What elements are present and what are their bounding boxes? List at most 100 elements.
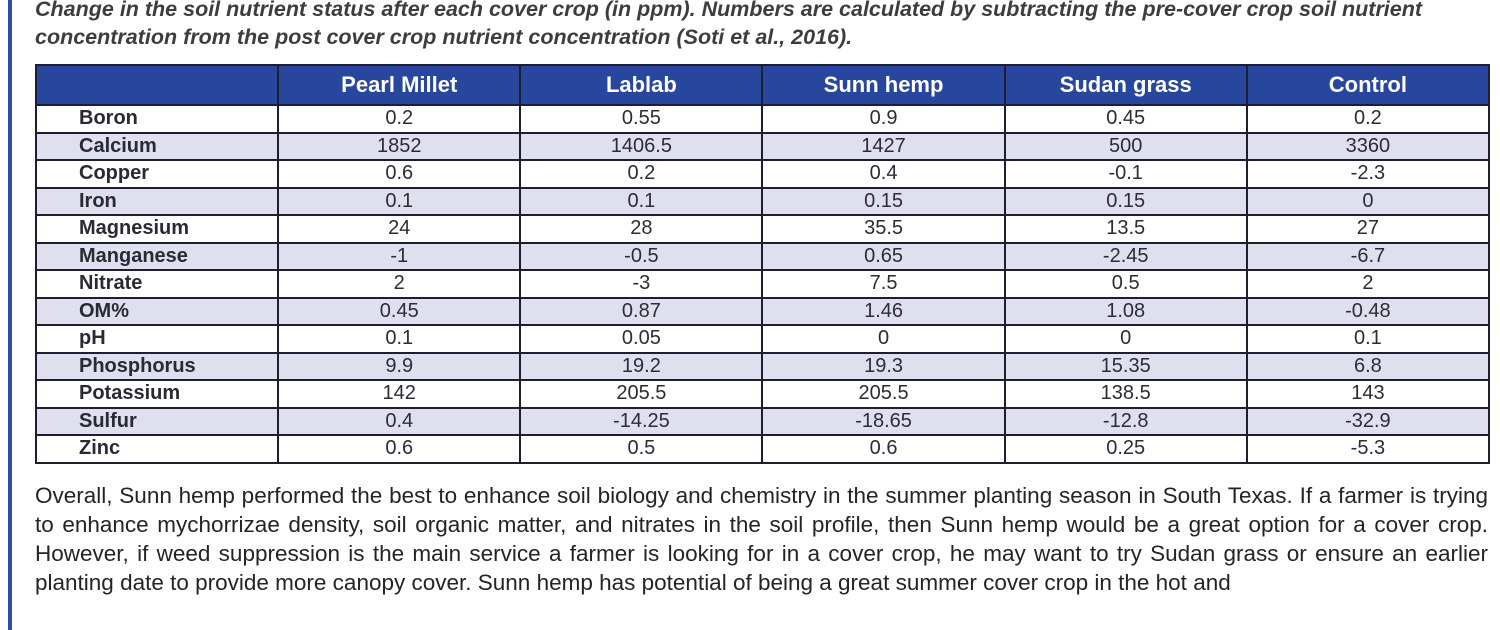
- cell-value: -5.3: [1245, 434, 1491, 464]
- cell-value: -18.65: [761, 406, 1006, 436]
- cell-value: 0: [1245, 186, 1491, 216]
- cell-value: 0.6: [277, 434, 522, 464]
- table-row: Calcium 1852 1406.5 1427 500 3360: [34, 131, 1491, 161]
- cell-value: 19.2: [519, 351, 764, 381]
- cell-value: -2.3: [1245, 159, 1491, 189]
- cell-value: 0.6: [761, 434, 1006, 464]
- cell-value: 19.3: [761, 351, 1006, 381]
- cell-value: -6.7: [1245, 241, 1491, 271]
- cell-value: 3360: [1245, 131, 1491, 161]
- cell-value: 205.5: [519, 379, 764, 409]
- table-row: Iron 0.1 0.1 0.15 0.15 0: [34, 186, 1491, 216]
- cell-value: 0.87: [519, 296, 764, 326]
- cell-value: 0.05: [519, 324, 764, 354]
- cell-value: 1406.5: [519, 131, 764, 161]
- header-row: Pearl Millet Lablab Sunn hemp Sudan grass Co…: [34, 64, 1491, 106]
- row-label: Phosphorus: [34, 351, 280, 381]
- row-label: Calcium: [34, 131, 280, 161]
- cell-value: -0.5: [519, 241, 764, 271]
- cell-value: 0.1: [519, 186, 764, 216]
- row-label: Sulfur: [34, 406, 280, 436]
- content-area: Change in the soil nutrient status after…: [34, 0, 1491, 597]
- cell-value: 0.2: [519, 159, 764, 189]
- row-label: Manganese: [34, 241, 280, 271]
- table-row: Manganese -1 -0.5 0.65 -2.45 -6.7: [34, 241, 1491, 271]
- cell-value: 0.55: [519, 104, 764, 134]
- cell-value: 0.45: [277, 296, 522, 326]
- cell-value: 0.2: [1245, 104, 1491, 134]
- cell-value: 1.08: [1003, 296, 1248, 326]
- table-row: Zinc 0.6 0.5 0.6 0.25 -5.3: [34, 434, 1491, 464]
- cell-value: 0.65: [761, 241, 1006, 271]
- cell-value: 1852: [277, 131, 522, 161]
- cell-value: 142: [277, 379, 522, 409]
- column-header: Control: [1245, 64, 1491, 106]
- row-label: Zinc: [34, 434, 280, 464]
- cell-value: 1427: [761, 131, 1006, 161]
- table-row: Phosphorus 9.9 19.2 19.3 15.35 6.8: [34, 351, 1491, 381]
- cell-value: 27: [1245, 214, 1491, 244]
- cell-value: 0.15: [761, 186, 1006, 216]
- cell-value: 0.5: [519, 434, 764, 464]
- cell-value: 2: [277, 269, 522, 299]
- cell-value: 0.15: [1003, 186, 1248, 216]
- row-label: Boron: [34, 104, 280, 134]
- cell-value: 1.46: [761, 296, 1006, 326]
- row-label: Magnesium: [34, 214, 280, 244]
- left-accent-bar: [8, 0, 12, 630]
- table-row: Boron 0.2 0.55 0.9 0.45 0.2: [34, 104, 1491, 134]
- cell-value: -2.45: [1003, 241, 1248, 271]
- cell-value: -14.25: [519, 406, 764, 436]
- cell-value: 7.5: [761, 269, 1006, 299]
- cell-value: 143: [1245, 379, 1491, 409]
- cell-value: 0.1: [1245, 324, 1491, 354]
- cell-value: 0.4: [761, 159, 1006, 189]
- table-body: Boron 0.2 0.55 0.9 0.45 0.2 Calcium 1852 1406.5 1…: [34, 104, 1491, 464]
- cell-value: 0.5: [1003, 269, 1248, 299]
- row-label: OM%: [34, 296, 280, 326]
- corner-cell: [34, 64, 280, 106]
- cell-value: 0.4: [277, 406, 522, 436]
- column-header: Sudan grass: [1003, 64, 1248, 106]
- cell-value: 0.9: [761, 104, 1006, 134]
- cell-value: 24: [277, 214, 522, 244]
- cell-value: -0.1: [1003, 159, 1248, 189]
- cell-value: 0.2: [277, 104, 522, 134]
- column-header: Sunn hemp: [761, 64, 1006, 106]
- cell-value: 15.35: [1003, 351, 1248, 381]
- row-label: Iron: [34, 186, 280, 216]
- cell-value: 205.5: [761, 379, 1006, 409]
- row-label: pH: [34, 324, 280, 354]
- cell-value: 6.8: [1245, 351, 1491, 381]
- cell-value: 0.1: [277, 186, 522, 216]
- soil-nutrient-table: Pearl Millet Lablab Sunn hemp Sudan grass Co…: [34, 64, 1491, 464]
- column-header: Lablab: [519, 64, 764, 106]
- table-row: Potassium 142 205.5 205.5 138.5 143: [34, 379, 1491, 409]
- table-caption: Change in the soil nutrient status after…: [35, 0, 1423, 49]
- table-row: Nitrate 2 -3 7.5 0.5 2: [34, 269, 1491, 299]
- cell-value: -0.48: [1245, 296, 1491, 326]
- cell-value: 0.25: [1003, 434, 1248, 464]
- cell-value: 0: [761, 324, 1006, 354]
- row-label: Copper: [34, 159, 280, 189]
- row-label: Potassium: [34, 379, 280, 409]
- table-row: Sulfur 0.4 -14.25 -18.65 -12.8 -32.9: [34, 406, 1491, 436]
- cell-value: 500: [1003, 131, 1248, 161]
- table-row: Copper 0.6 0.2 0.4 -0.1 -2.3: [34, 159, 1491, 189]
- cell-value: 13.5: [1003, 214, 1248, 244]
- table-row: Magnesium 24 28 35.5 13.5 27: [34, 214, 1491, 244]
- row-label: Nitrate: [34, 269, 280, 299]
- cell-value: 2: [1245, 269, 1491, 299]
- cell-value: 0: [1003, 324, 1248, 354]
- cell-value: 28: [519, 214, 764, 244]
- cell-value: -1: [277, 241, 522, 271]
- cell-value: 138.5: [1003, 379, 1248, 409]
- summary-paragraph: Overall, Sunn hemp performed the best to…: [35, 482, 1488, 595]
- cell-value: 0.6: [277, 159, 522, 189]
- cell-value: 35.5: [761, 214, 1006, 244]
- column-header: Pearl Millet: [277, 64, 522, 106]
- cell-value: 0.45: [1003, 104, 1248, 134]
- cell-value: 9.9: [277, 351, 522, 381]
- cell-value: 0.1: [277, 324, 522, 354]
